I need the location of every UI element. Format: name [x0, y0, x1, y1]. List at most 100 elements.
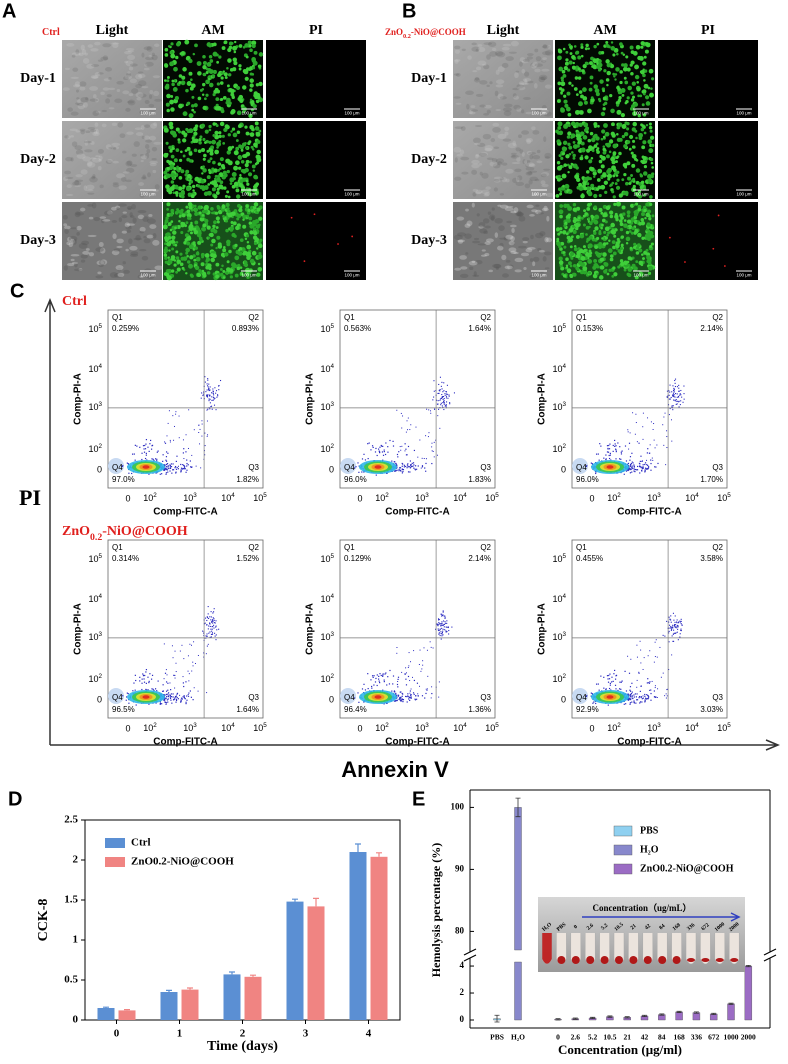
event-dot: [636, 422, 637, 423]
event-dot: [371, 688, 372, 689]
live-cell: [626, 242, 628, 244]
live-cell: [192, 189, 195, 192]
live-cell: [205, 266, 209, 270]
cell-texture: [141, 155, 147, 159]
event-dot: [134, 453, 135, 454]
column-header: Light: [96, 23, 129, 38]
cell-texture: [124, 61, 128, 63]
cell-texture: [492, 123, 499, 127]
live-cell: [590, 184, 594, 188]
live-cell: [257, 267, 262, 272]
live-cell: [575, 76, 578, 79]
live-cell: [619, 70, 623, 74]
live-cell: [194, 246, 198, 250]
quadrant-name: Q4: [344, 463, 355, 472]
event-dot: [198, 425, 199, 426]
event-dot: [672, 385, 673, 386]
cell-texture: [112, 220, 117, 223]
live-cell: [634, 212, 638, 216]
y-axis-label: Comp-PI-A: [73, 373, 84, 425]
event-dot: [151, 445, 152, 446]
live-cell: [594, 226, 598, 230]
cell-texture: [153, 75, 161, 78]
event-dot: [168, 423, 169, 424]
cell-texture: [79, 81, 86, 86]
live-cell: [250, 72, 253, 75]
live-cell: [623, 173, 626, 176]
live-cell: [240, 266, 243, 269]
event-dot: [186, 700, 187, 701]
event-dot: [174, 467, 175, 468]
live-cell: [246, 56, 249, 59]
live-cell: [583, 215, 586, 218]
cell-texture: [510, 251, 516, 254]
event-dot: [191, 671, 192, 672]
event-dot: [176, 469, 177, 470]
tick-exp: 4: [98, 363, 102, 370]
live-cell: [603, 103, 606, 106]
live-cell: [559, 204, 563, 208]
event-dot: [145, 458, 146, 459]
tick-exp: 4: [695, 492, 699, 499]
event-dot: [434, 391, 435, 392]
event-dot: [409, 700, 410, 701]
event-dot: [677, 386, 678, 387]
live-cell: [202, 138, 205, 141]
cell-texture: [472, 70, 477, 72]
live-cell: [593, 194, 597, 198]
event-dot: [669, 399, 670, 400]
live-cell: [622, 135, 625, 138]
event-dot: [149, 443, 150, 444]
live-cell: [238, 156, 242, 160]
cell-texture: [485, 186, 491, 189]
event-dot: [213, 397, 214, 398]
live-cell: [179, 159, 182, 162]
cell-texture: [526, 162, 535, 166]
cell-texture: [116, 81, 124, 85]
event-dot: [440, 377, 441, 378]
cell-texture: [127, 55, 135, 60]
live-cell: [635, 260, 638, 263]
live-cell: [610, 109, 615, 114]
live-cell: [207, 160, 210, 163]
live-cell: [256, 150, 260, 154]
cell-texture: [461, 172, 468, 175]
live-cell: [601, 112, 605, 116]
cell-texture: [144, 46, 152, 50]
event-dot: [171, 703, 172, 704]
row-label: Day-1: [411, 71, 447, 86]
plot-frame: [340, 310, 495, 488]
event-dot: [631, 453, 632, 454]
cell-texture: [66, 194, 73, 196]
tick-base: 10: [320, 364, 330, 374]
am-image: [555, 40, 655, 118]
event-dot: [444, 393, 445, 394]
event-dot: [145, 448, 146, 449]
event-dot: [407, 464, 408, 465]
live-cell: [210, 258, 215, 263]
quadrant-percent: 0.153%: [576, 324, 603, 333]
cell-texture: [117, 122, 123, 127]
cell-texture: [482, 64, 486, 66]
cell-texture: [541, 184, 548, 187]
cell-texture: [487, 110, 491, 114]
live-cell: [245, 77, 249, 81]
live-cell: [629, 230, 632, 233]
cell-texture: [144, 124, 150, 128]
live-cell: [198, 141, 202, 145]
live-cell: [569, 255, 571, 257]
live-cell: [606, 71, 610, 75]
live-cell: [182, 187, 185, 190]
event-dot: [164, 643, 165, 644]
cell-texture: [92, 203, 97, 209]
event-dot: [146, 669, 147, 670]
cell-texture: [85, 97, 88, 100]
tick-base: 10: [607, 493, 617, 503]
event-dot: [441, 382, 442, 383]
live-cell: [231, 221, 234, 224]
live-cell: [188, 59, 192, 63]
event-dot: [175, 678, 176, 679]
cell-texture: [104, 211, 112, 216]
live-cell: [589, 148, 592, 151]
event-dot: [678, 385, 679, 386]
